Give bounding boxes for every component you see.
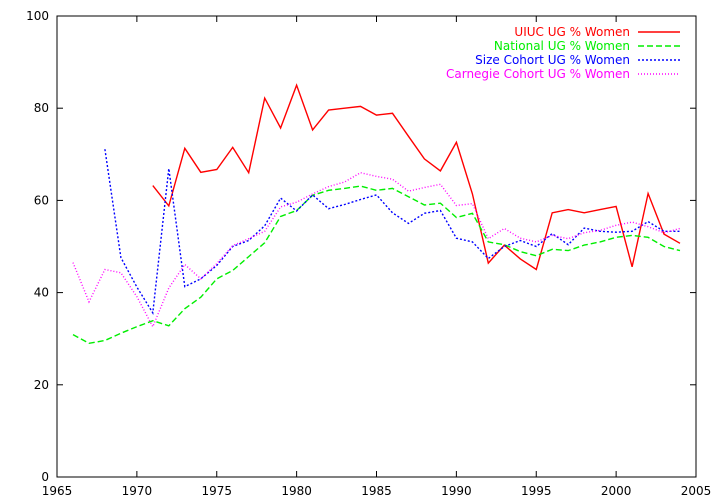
y-tick-label: 60 [34,193,49,207]
y-tick-label: 40 [34,286,49,300]
x-tick-label: 2005 [681,484,712,498]
y-tick-label: 20 [34,378,49,392]
y-tick-label: 80 [34,101,49,115]
plot-frame [56,15,697,478]
y-tick-label: 0 [41,470,49,484]
legend-label: Carnegie Cohort UG % Women [446,67,630,81]
series-line-3 [104,149,680,315]
x-tick-label: 1985 [361,484,392,498]
series-line-2 [72,185,681,345]
x-tick-label: 2000 [601,484,632,498]
series-layer [72,83,681,345]
y-tick-label: 100 [26,9,49,23]
x-axis: 1965 1970 1975 1980 1985 1990 1995 2000 2005 [42,16,712,498]
x-tick-label: 1965 [42,484,73,498]
legend-label: Size Cohort UG % Women [475,53,630,67]
x-tick-label: 1995 [521,484,552,498]
x-tick-label: 1980 [281,484,312,498]
legend-label: UIUC UG % Women [514,25,630,39]
x-tick-label: 1970 [122,484,153,498]
y-axis: 0 20 40 60 80 100 [26,9,696,484]
x-tick-label: 1975 [201,484,232,498]
series-line-4 [72,171,681,329]
x-tick-label: 1990 [441,484,472,498]
legend-label: National UG % Women [494,39,630,53]
series-line-1 [152,83,681,271]
